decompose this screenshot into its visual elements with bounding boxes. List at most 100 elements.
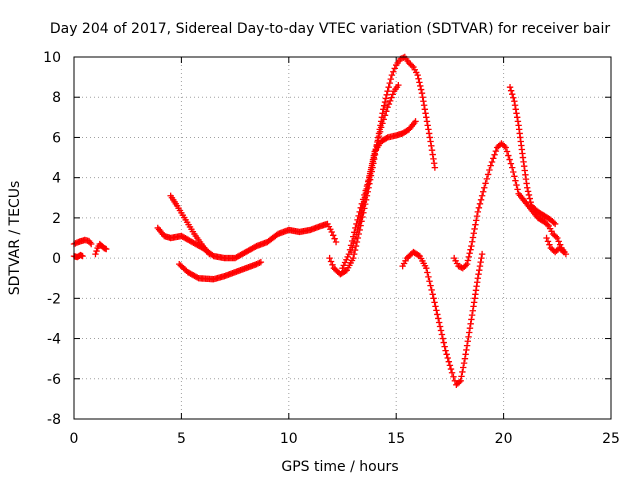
data-point [514, 114, 521, 121]
data-point [503, 148, 511, 155]
data-point [467, 320, 474, 328]
data-point [428, 142, 435, 150]
data-point [356, 218, 363, 226]
data-point [253, 260, 260, 268]
data-point [471, 225, 478, 233]
data-point [479, 188, 487, 195]
series-segment-h [506, 83, 559, 228]
data-point [357, 214, 364, 222]
data-point [463, 346, 470, 354]
x-axis-label: GPS time / hours [281, 459, 398, 475]
data-point [380, 102, 388, 109]
data-point [466, 324, 474, 332]
data-point [362, 189, 370, 197]
data-point [363, 185, 370, 193]
data-point [421, 106, 429, 113]
data-point [430, 160, 438, 167]
data-point [472, 221, 479, 228]
data-point [353, 238, 361, 246]
data-point [510, 168, 517, 176]
data-point [390, 68, 397, 75]
series-segment-e2 [339, 81, 402, 272]
data-point [511, 173, 518, 180]
data-point [425, 273, 432, 281]
data-point [361, 194, 369, 201]
data-point [415, 75, 422, 82]
data-point [386, 79, 393, 87]
x-tick-label: 15 [387, 431, 405, 447]
data-point [424, 122, 431, 129]
data-point [420, 102, 428, 109]
data-point [429, 151, 436, 158]
series-segment-e3 [347, 118, 419, 256]
data-point [437, 327, 445, 334]
data-point [458, 373, 465, 380]
data-point [491, 151, 498, 158]
data-point [543, 234, 550, 242]
data-point [72, 240, 79, 247]
data-point [473, 212, 481, 220]
data-point [343, 256, 350, 263]
data-point [355, 222, 362, 230]
data-point [443, 351, 450, 358]
data-point [546, 241, 553, 248]
data-point [79, 252, 86, 260]
data-point [552, 233, 560, 240]
data-point [382, 95, 390, 102]
data-point [526, 195, 534, 202]
data-point [555, 238, 562, 245]
y-tick-label: 6 [52, 130, 61, 146]
data-point [458, 264, 465, 271]
data-point [507, 87, 515, 94]
grid [74, 57, 611, 419]
y-tick-label: -2 [47, 291, 61, 307]
data-point [464, 338, 471, 345]
data-point [381, 98, 389, 106]
data-point [470, 230, 477, 237]
chart-title: Day 204 of 2017, Sidereal Day-to-day VTE… [50, 21, 611, 37]
data-point [466, 329, 473, 336]
data-point [442, 347, 449, 354]
data-point [487, 162, 494, 169]
data-point [360, 198, 368, 205]
data-point [551, 220, 559, 228]
data-marks [70, 53, 570, 389]
y-tick-label: 4 [52, 171, 61, 187]
data-point [93, 247, 100, 255]
data-point [385, 100, 393, 108]
data-point [476, 266, 483, 274]
data-point [350, 240, 357, 247]
data-point [490, 155, 497, 162]
series-segment-d [176, 258, 265, 283]
data-point [462, 262, 469, 269]
data-point [514, 186, 521, 193]
data-point [468, 311, 476, 319]
data-point [206, 250, 213, 258]
y-tick-label: 10 [43, 50, 61, 66]
axis-ticks: 0 5 10 15 20 25 -8 -6 -4 -2 0 2 4 6 8 10 [43, 50, 620, 447]
data-point [417, 86, 425, 93]
data-point [366, 172, 373, 180]
data-point [460, 364, 467, 371]
series-segment-c2 [167, 192, 213, 258]
data-point [478, 250, 486, 258]
data-point [370, 152, 378, 159]
data-point [376, 128, 384, 135]
data-point [476, 262, 484, 270]
data-point [433, 307, 440, 314]
y-tick-label: 2 [52, 211, 61, 227]
data-point [415, 252, 422, 259]
data-point [358, 210, 365, 218]
data-point [422, 110, 429, 117]
data-point [257, 258, 265, 266]
data-point [430, 155, 437, 163]
data-point [353, 231, 360, 238]
data-point [435, 319, 443, 326]
data-point [514, 118, 522, 125]
data-point [444, 354, 451, 362]
data-point [365, 177, 372, 184]
data-point [435, 315, 442, 322]
data-point [478, 192, 486, 199]
data-point [425, 130, 433, 137]
data-point [423, 118, 431, 125]
